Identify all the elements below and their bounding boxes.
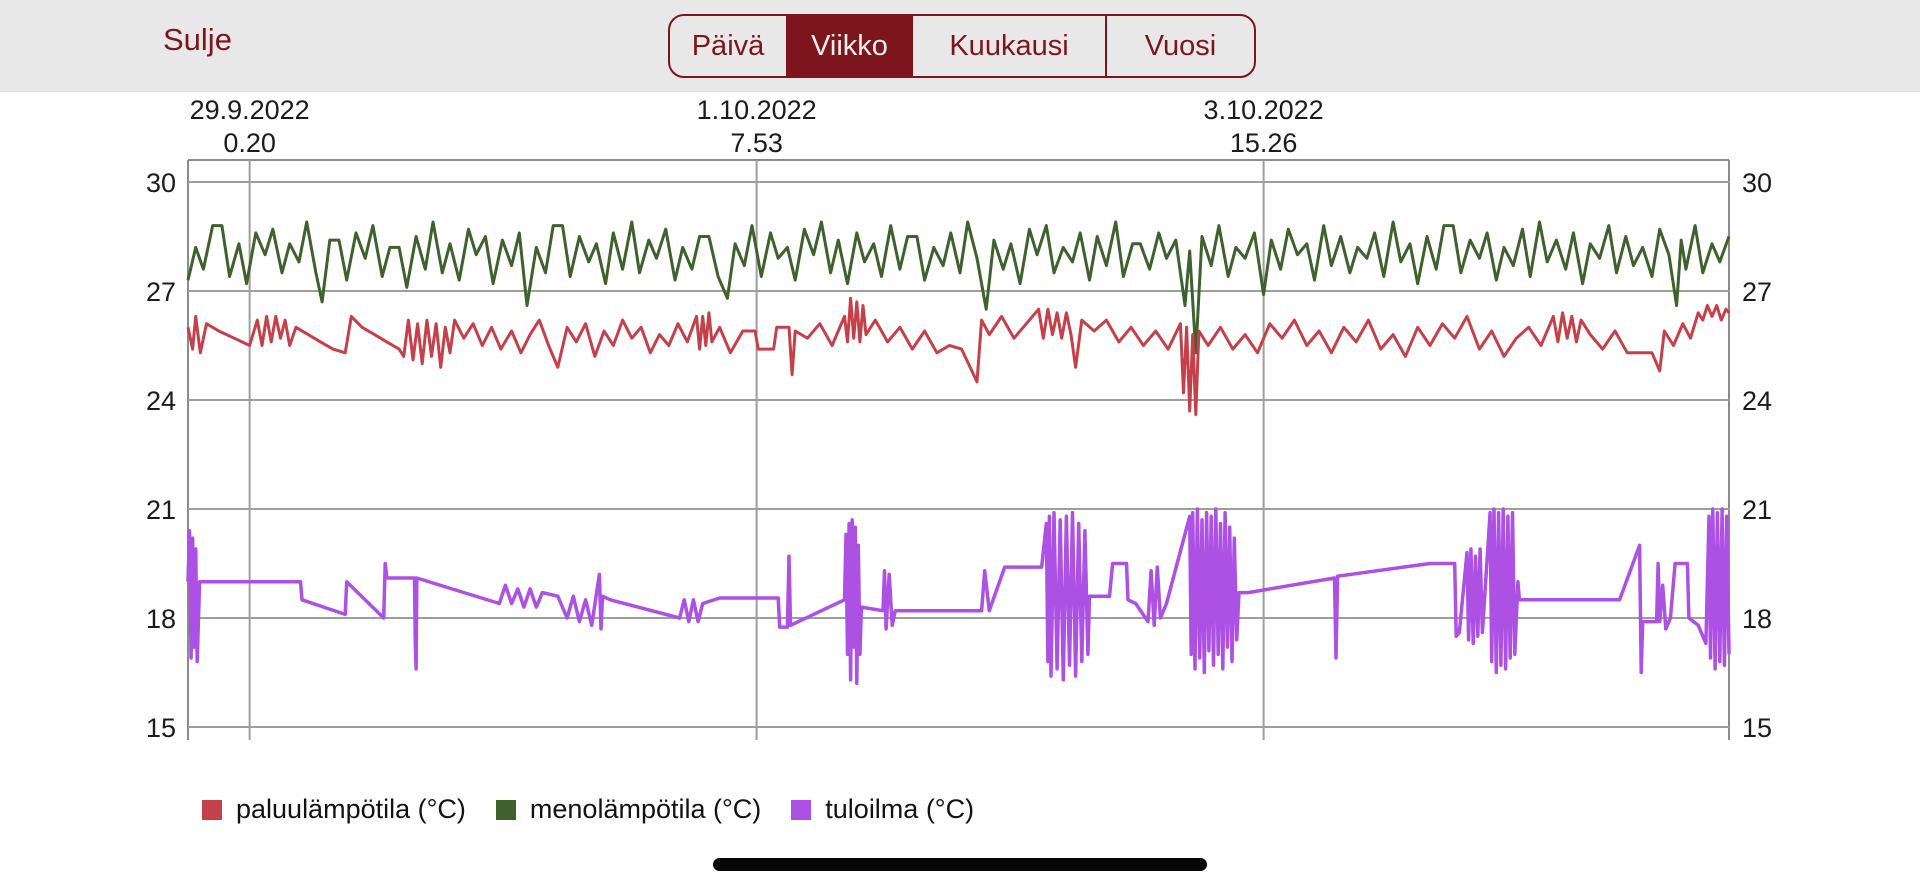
legend-item-paluulampotila: paluulämpötila (°C) xyxy=(202,794,466,825)
y-tick-right: 15 xyxy=(1742,713,1772,743)
x-axis-label: 29.9.2022 0.20 xyxy=(189,95,310,158)
y-tick-left: 27 xyxy=(146,277,176,307)
series-line-2 xyxy=(186,507,1731,686)
y-tick-left: 24 xyxy=(146,386,176,416)
y-tick-right: 24 xyxy=(1742,386,1772,416)
top-bar: Sulje Päivä Viikko Kuukausi Vuosi xyxy=(0,0,1920,92)
segment-kuukausi[interactable]: Kuukausi xyxy=(913,16,1107,76)
close-button[interactable]: Sulje xyxy=(163,22,232,57)
y-tick-left: 18 xyxy=(146,604,176,634)
x-axis-label: 1.10.2022 7.53 xyxy=(696,95,817,158)
home-indicator[interactable] xyxy=(713,858,1207,871)
y-tick-left: 15 xyxy=(146,713,176,743)
legend-label: paluulämpötila (°C) xyxy=(236,794,466,824)
y-tick-left: 30 xyxy=(146,168,176,198)
segment-viikko[interactable]: Viikko xyxy=(788,16,913,76)
legend-item-menolampotila: menolämpötila (°C) xyxy=(495,794,762,825)
segment-paiva[interactable]: Päivä xyxy=(670,16,788,76)
y-tick-right: 21 xyxy=(1742,495,1772,525)
legend-label: tuloilma (°C) xyxy=(825,794,975,824)
segment-vuosi[interactable]: Vuosi xyxy=(1107,16,1254,76)
legend-swatch-purple xyxy=(791,799,812,820)
chart-legend: paluulämpötila (°C) menolämpötila (°C) t… xyxy=(202,794,974,825)
y-tick-right: 27 xyxy=(1742,277,1772,307)
x-axis-label: 3.10.2022 15.26 xyxy=(1203,95,1324,158)
series-line-1 xyxy=(186,220,1731,355)
series-line-0 xyxy=(186,296,1731,416)
legend-swatch-green xyxy=(495,799,516,820)
y-tick-right: 18 xyxy=(1742,604,1772,634)
legend-label: menolämpötila (°C) xyxy=(529,794,762,824)
legend-swatch-red xyxy=(202,799,222,820)
time-range-segmented-control: Päivä Viikko Kuukausi Vuosi xyxy=(668,14,1256,78)
y-tick-right: 30 xyxy=(1742,168,1772,198)
y-tick-left: 21 xyxy=(146,495,176,525)
legend-item-tuloilma: tuloilma (°C) xyxy=(791,794,974,825)
